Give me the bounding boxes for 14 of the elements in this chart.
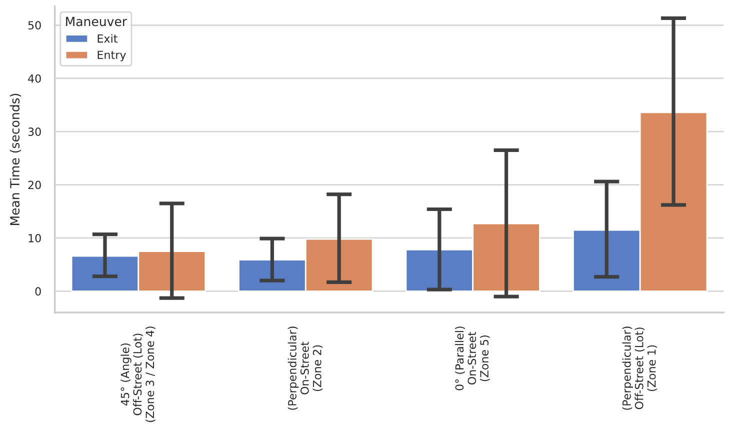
legend-title: Maneuver	[66, 16, 128, 26]
y-axis-title: Mean Time (seconds)	[10, 94, 21, 225]
y-tick-label: 50	[28, 21, 41, 30]
x-tick-label: 45° (Angle) Off-Street (Lot) (Zone 3 / Zone 4)	[120, 326, 156, 422]
x-tick-label: (Perpendicular) On-Street (Zone 2)	[288, 326, 323, 410]
y-tick-label: 0	[35, 287, 41, 296]
y-tick-label: 30	[28, 128, 41, 136]
y-tick-label: 40	[28, 74, 41, 83]
x-tick-label: 0° (Parallel) On-Street (Zone 5)	[455, 326, 490, 390]
x-tick-label: (Perpendicular) Off-Street (Lot) (Zone 1)	[622, 326, 658, 410]
y-tick-label: 20	[28, 180, 41, 190]
y-tick-label: 10	[28, 234, 41, 242]
legend-label: Exit	[98, 34, 118, 43]
legend-label: Entry	[98, 50, 126, 62]
